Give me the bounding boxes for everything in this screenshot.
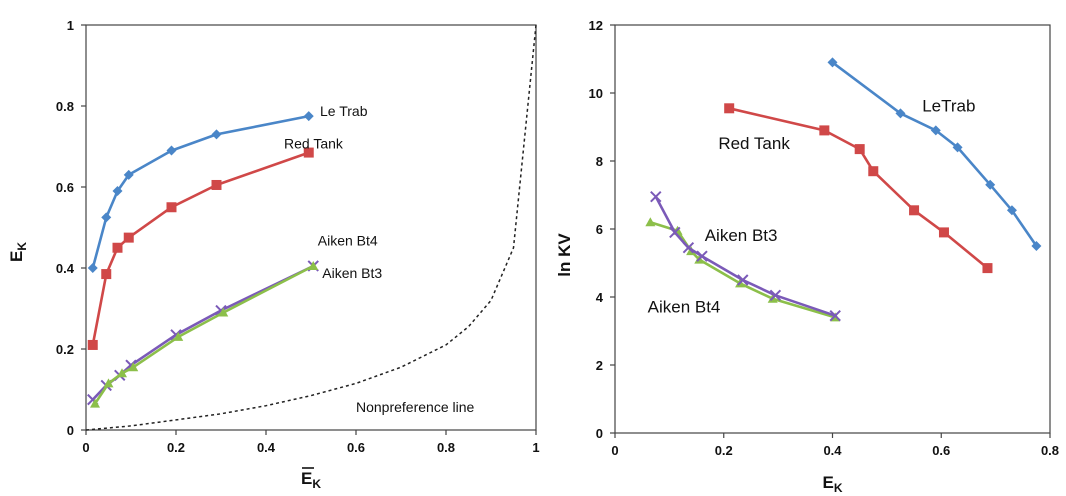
y-tick-label: 4: [596, 290, 604, 305]
annotation-red-tank: Red Tank: [284, 136, 344, 152]
series-le-trab: [87, 111, 314, 273]
data-point-aiken-bt4: [769, 289, 782, 302]
annotation-le-trab: Le Trab: [320, 103, 368, 119]
data-point-aiken-bt3: [173, 331, 184, 341]
x-tick-label: 0.4: [257, 440, 276, 455]
data-point-letrab: [930, 125, 941, 136]
series-aiken-bt3: [90, 260, 319, 408]
y-tick-label: 0.6: [56, 180, 74, 195]
annotation-letrab: LeTrab: [922, 97, 975, 116]
data-point-aiken-bt4: [650, 190, 662, 203]
data-point-le-trab: [211, 129, 222, 140]
plot-frame: [614, 24, 1051, 434]
y-tick-label: 0.8: [56, 99, 74, 114]
y-axis-title: EK: [7, 242, 29, 262]
x-tick-label: 0.6: [347, 440, 365, 455]
x-tick-label: 0.4: [823, 443, 842, 458]
x-tick-label: 0.2: [715, 443, 733, 458]
data-point-red-tank: [982, 263, 993, 274]
series-red-tank: [724, 103, 993, 274]
y-axis-title: ln KV: [555, 233, 574, 277]
x-tick-label: 1: [532, 440, 539, 455]
data-point-aiken-bt3: [90, 398, 100, 408]
data-point-red-tank: [303, 147, 314, 158]
annotation-aiken-bt4: Aiken Bt4: [318, 233, 378, 249]
x-tick-label: 0: [82, 440, 89, 455]
x-tick-label: 0.2: [167, 440, 185, 455]
y-tick-label: 0: [596, 426, 603, 441]
x-tick-label: 0.8: [437, 440, 455, 455]
data-point-aiken-bt3: [218, 307, 229, 317]
series-line-nonpreference-line: [85, 24, 537, 431]
data-point-red-tank: [868, 166, 879, 177]
data-point-red-tank: [724, 103, 735, 114]
data-point-letrab: [952, 142, 963, 153]
data-point-red-tank: [854, 144, 865, 155]
series-nonpreference-line: [85, 24, 537, 431]
data-point-red-tank: [101, 269, 112, 280]
data-point-aiken-bt3: [645, 217, 656, 227]
annotation-aiken-bt3: Aiken Bt3: [705, 226, 778, 245]
annotation-aiken-bt3: Aiken Bt3: [322, 265, 382, 281]
data-point-red-tank: [112, 242, 123, 253]
data-point-letrab: [985, 179, 996, 190]
y-tick-label: 1: [67, 18, 74, 33]
x-tick-label: 0.8: [1041, 443, 1059, 458]
data-point-letrab: [895, 108, 906, 119]
data-point-aiken-bt4: [737, 274, 749, 286]
data-point-red-tank: [166, 202, 177, 213]
annotation-nonpreference-line: Nonpreference line: [356, 399, 475, 415]
series-line-aiken-bt3: [93, 264, 314, 405]
data-point-le-trab: [101, 212, 112, 223]
data-point-aiken-bt4: [696, 250, 708, 262]
y-tick-label: 12: [589, 18, 603, 33]
x-tick-label: 0: [611, 443, 618, 458]
data-point-aiken-bt3: [117, 368, 127, 378]
data-point-aiken-bt4: [682, 241, 695, 254]
data-point-le-trab: [303, 111, 314, 122]
data-point-le-trab: [87, 263, 98, 273]
x-axis-title: EK: [822, 473, 842, 495]
data-point-red-tank: [938, 227, 949, 238]
data-point-red-tank: [909, 205, 920, 216]
data-point-red-tank: [211, 179, 222, 190]
data-point-aiken-bt4: [829, 309, 841, 322]
data-point-aiken-bt3: [128, 362, 139, 372]
series-red-tank: [87, 147, 314, 350]
series-aiken-bt4: [650, 190, 841, 322]
data-point-red-tank: [123, 232, 134, 243]
data-point-aiken-bt4: [669, 226, 681, 239]
series-letrab: [827, 57, 1042, 251]
y-tick-label: 10: [589, 86, 603, 101]
y-tick-label: 2: [596, 358, 603, 373]
data-point-red-tank: [87, 339, 98, 350]
data-point-letrab: [1031, 241, 1042, 251]
data-point-letrab: [827, 57, 838, 68]
plot-frame: [85, 24, 537, 431]
data-point-le-trab: [166, 145, 177, 156]
data-point-aiken-bt3: [308, 260, 319, 270]
data-point-letrab: [1006, 205, 1017, 216]
x-axis-title: EK: [301, 469, 321, 491]
annotation-aiken-bt4: Aiken Bt4: [648, 297, 721, 316]
data-point-le-trab: [112, 186, 123, 197]
annotation-red-tank: Red Tank: [718, 134, 790, 153]
y-tick-label: 8: [596, 154, 603, 169]
y-tick-label: 6: [596, 222, 603, 237]
data-point-aiken-bt3: [103, 378, 114, 388]
y-tick-label: 0: [67, 423, 74, 438]
x-tick-label: 0.6: [932, 443, 950, 458]
chart-left-ek-vs-ekbar: 0 0.2 0.4 0.6 0.8 1 0 0.2 0.4 0.6 0.8 1 EK EK Le Trab R…: [7, 18, 540, 491]
data-point-red-tank: [819, 125, 830, 136]
series-line-aiken-bt4: [91, 264, 314, 401]
chart-right-lnkv-vs-ek: 0 0.2 0.4 0.6 0.8 0 2 4 6 8 10 12 ln KV EK LeTrab Red T…: [555, 18, 1059, 495]
y-tick-label: 0.4: [56, 261, 75, 276]
data-point-le-trab: [123, 169, 134, 180]
y-tick-label: 0.2: [56, 342, 74, 357]
